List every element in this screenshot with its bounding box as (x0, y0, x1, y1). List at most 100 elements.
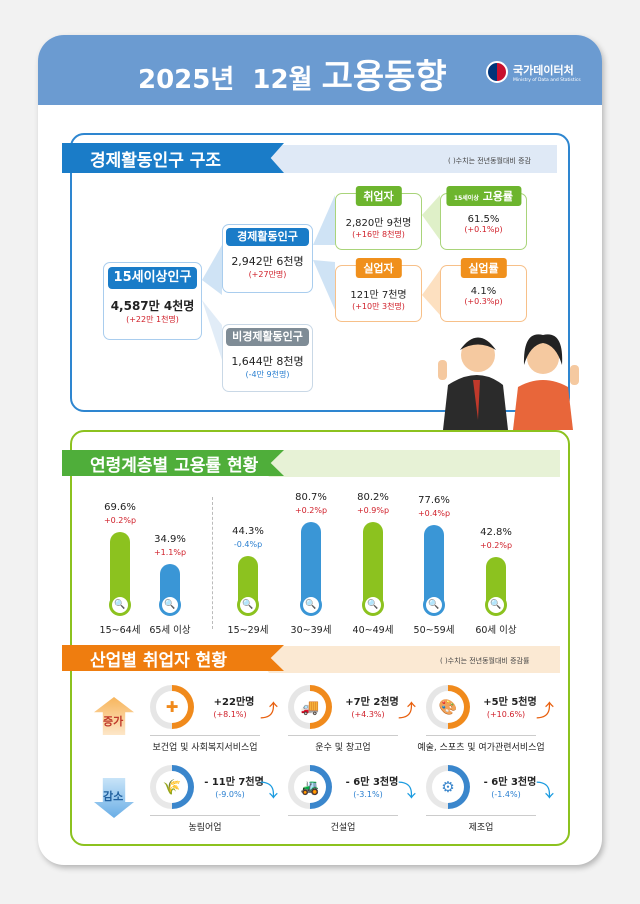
document-search-icon: 🔍 (109, 594, 131, 616)
org-name-ko: 국가데이터처 (513, 63, 574, 77)
divider-line (150, 815, 260, 816)
age-rate-value: 44.3% (232, 525, 264, 537)
increase-label: 증가 (103, 715, 124, 728)
trend-down-arrow-icon: ⤵ (260, 781, 278, 802)
industry-donut: ✚ (150, 685, 194, 729)
structure-section (70, 133, 570, 412)
industry-change-pct: (-3.1%) (353, 790, 383, 799)
industry-name: 보건업 및 사회복지서비스업 (152, 743, 258, 753)
connector-inactive (202, 300, 222, 360)
industry-donut: 🚚 (288, 685, 332, 729)
unemp-rate-change: (+0.3%p) (464, 297, 503, 306)
employed-box: 취업자 2,820만 9천명 (+16만 8천명) (335, 186, 422, 250)
industry-change-pct: (+10.6%) (486, 710, 526, 719)
inactive-label: 비경제활동인구 (226, 328, 309, 346)
age-rate-value: 77.6% (418, 494, 450, 506)
age-group-label: 60세 이상 (475, 625, 517, 636)
connector-active (202, 245, 222, 295)
age-bar (363, 522, 383, 605)
org-logo: 국가데이터처 Ministry of Data and Statistics (486, 61, 581, 83)
org-name-en: Ministry of Data and Statistics (513, 77, 581, 83)
unemployed-label: 실업자 (355, 258, 402, 278)
industry-name: 농림어업 (188, 823, 222, 833)
truck-icon: 🚚 (294, 691, 326, 723)
age-group-label: 15~64세 (99, 625, 141, 636)
age-group-label: 15~29세 (227, 625, 269, 636)
unemployed-box: 실업자 121만 7천명 (+10만 3천명) (335, 258, 422, 322)
taegeuk-icon (486, 61, 508, 83)
unemployed-value: 121만 7천명 (350, 290, 407, 301)
pop15-box: 15세이상인구 4,587만 4천명 (+22만 1천명) (103, 262, 202, 340)
industry-change-value: +7만 2천명 (345, 697, 399, 708)
industry-donut: 🌾 (150, 765, 194, 809)
title-month: 12월 (252, 65, 313, 95)
pop15-label: 15세이상인구 (108, 267, 197, 289)
industry-name: 건설업 (330, 823, 356, 833)
age-bar (110, 531, 130, 605)
connector-unemp-rate (422, 270, 440, 315)
age-rate-change: +0.9%p (356, 506, 390, 516)
trend-down-arrow-icon: ⤵ (536, 781, 554, 802)
industry-change-value: - 6만 3천명 (345, 777, 399, 788)
unemp-rate-value: 4.1% (470, 286, 497, 297)
industry-change-value: +22만명 (213, 697, 255, 708)
age-rate-change: +0.2%p (479, 541, 513, 551)
page-title: 2025년 12월 고용동향 (138, 49, 447, 98)
age-bar (424, 524, 444, 605)
industry-change-pct: (+4.3%) (351, 710, 385, 719)
age-rate-change: -0.4%p (233, 539, 263, 549)
employed-change: (+16만 8천명) (352, 230, 405, 239)
industry-title: 산업별 취업자 현황 (62, 645, 284, 671)
age-rate-change: +0.2%p (103, 515, 137, 525)
industry-donut: 🎨 (426, 685, 470, 729)
divider-line (288, 735, 398, 736)
header-band (38, 35, 602, 105)
unemp-rate-box: 실업률 4.1% (+0.3%p) (440, 258, 527, 322)
document-search-icon: 🔍 (362, 594, 384, 616)
industry-change-pct: (+8.1%) (213, 710, 247, 719)
wheat-icon: 🌾 (156, 771, 188, 803)
unemployed-change: (+10만 3천명) (352, 302, 405, 311)
industry-change-value: +5만 5천명 (483, 697, 537, 708)
industry-name: 예술, 스포츠 및 여가관련서비스업 (417, 743, 545, 753)
employed-label: 취업자 (355, 186, 402, 206)
industry-note: ( )수치는 전년동월대비 증감률 (440, 657, 530, 665)
business-people-illustration (438, 334, 579, 430)
industry-donut: ⚙ (426, 765, 470, 809)
trend-up-arrow-icon: ⤴ (260, 701, 278, 722)
connector-unemployed (313, 260, 335, 310)
age-group-label: 50~59세 (413, 625, 455, 636)
industry-donut: 🚜 (288, 765, 332, 809)
active-label: 경제활동인구 (226, 228, 309, 246)
trend-up-arrow-icon: ⤴ (398, 701, 416, 722)
employed-value: 2,820만 9천명 (345, 218, 412, 229)
inactive-box: 비경제활동인구 1,644만 8천명 (-4만 9천명) (222, 324, 313, 392)
gears-icon: ⚙ (432, 771, 464, 803)
structure-note: ( )수치는 전년동월대비 증감 (448, 157, 531, 165)
trend-up-arrow-icon: ⤴ (536, 701, 554, 722)
inactive-value: 1,644만 8천명 (231, 355, 304, 368)
age-bar (486, 557, 506, 605)
medical-kit-icon: ✚ (156, 691, 188, 723)
age-rate-value: 80.2% (357, 492, 389, 504)
emp-rate-value: 61.5% (467, 214, 500, 225)
document-search-icon: 🔍 (485, 594, 507, 616)
structure-note-band (260, 145, 557, 173)
age-bar (238, 555, 258, 605)
green-section (70, 430, 570, 846)
age-rate-value: 69.6% (104, 501, 136, 513)
age-title: 연령계층별 고용률 현황 (62, 450, 284, 476)
age-bar (301, 521, 321, 605)
document-search-icon: 🔍 (237, 594, 259, 616)
age-group-label: 65세 이상 (149, 625, 191, 636)
industry-change-pct: (-9.0%) (215, 790, 245, 799)
connector-emp-rate (422, 195, 440, 240)
age-group-label: 30~39세 (290, 625, 332, 636)
title-year: 2025년 (138, 65, 235, 95)
age-rate-value: 34.9% (154, 533, 186, 545)
document-search-icon: 🔍 (423, 594, 445, 616)
divider-line (288, 815, 398, 816)
document-search-icon: 🔍 (300, 594, 322, 616)
age-group-label: 40~49세 (352, 625, 394, 636)
industry-change-value: - 6만 3천명 (483, 777, 537, 788)
